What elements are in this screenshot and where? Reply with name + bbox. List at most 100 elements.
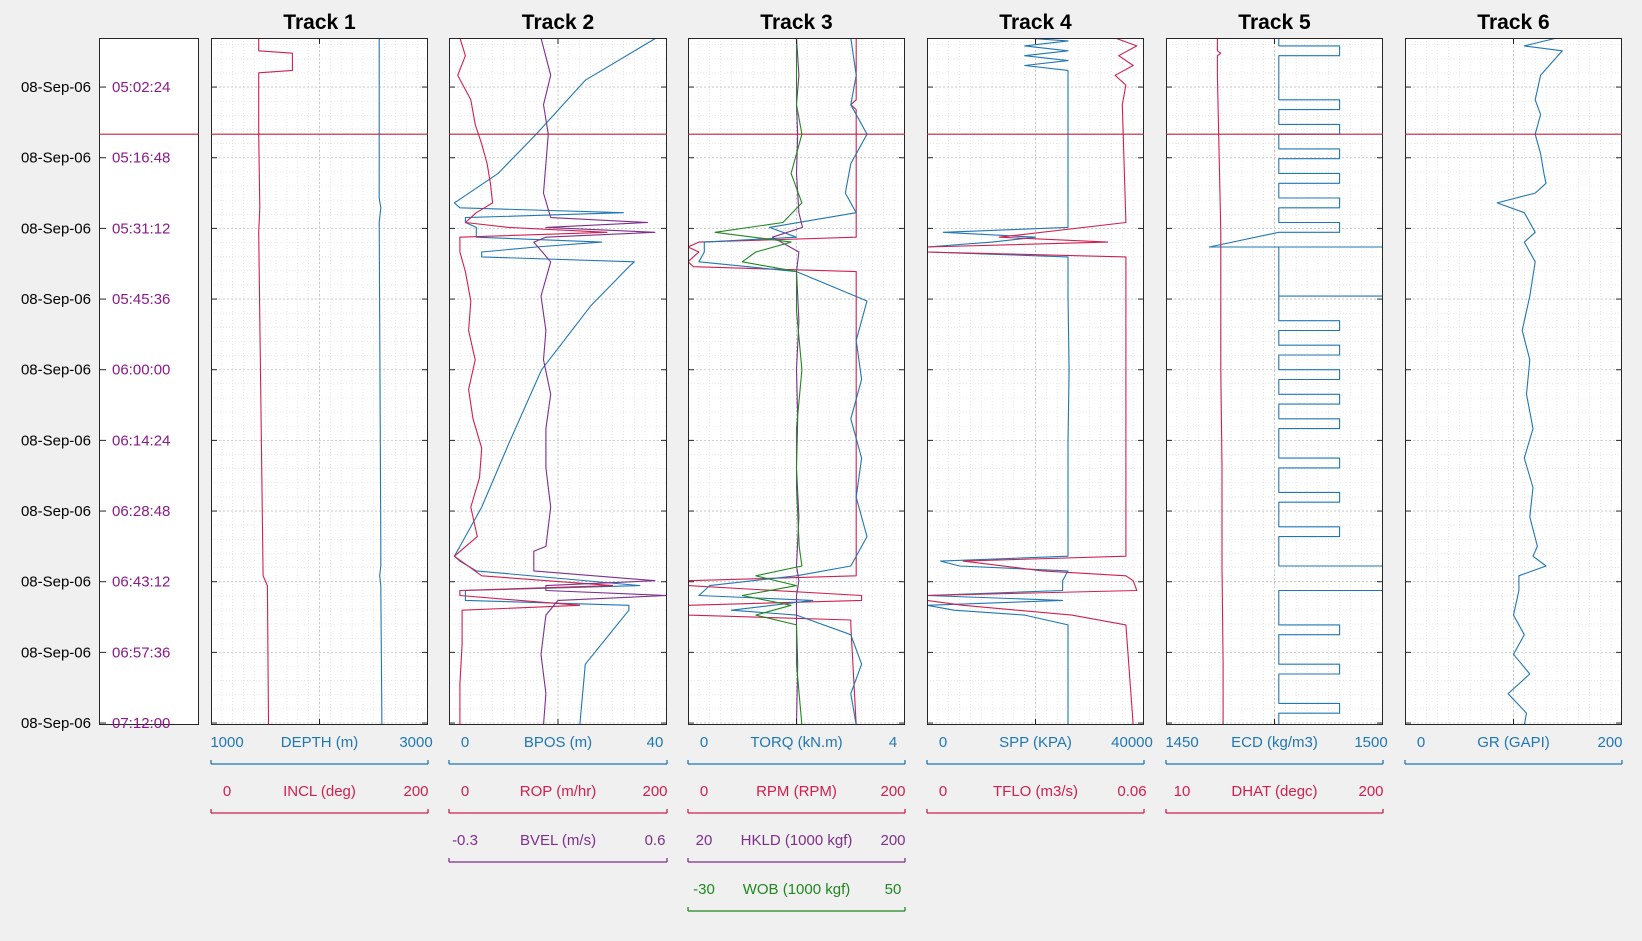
scale-min-label: -0.3	[452, 832, 478, 849]
scale-min-label: 0	[1417, 734, 1425, 751]
scale-min-label: 0	[223, 783, 231, 800]
series-line-torq-kn-m	[698, 38, 868, 725]
track-5-frame	[1166, 38, 1383, 725]
track-6-series-group	[1496, 38, 1563, 725]
time-axis-background	[99, 38, 199, 725]
track-1-title: Track 1	[283, 11, 356, 34]
scale-min-label: 0	[461, 734, 469, 751]
scale-min-label: 0	[700, 734, 708, 751]
series-line-wob-1000-kgf	[714, 38, 803, 725]
scale-name-label: BPOS (m)	[524, 734, 592, 751]
track-4-series-group	[927, 38, 1138, 725]
time-tick-time-label: 07:12:00	[112, 715, 170, 732]
scale-name-label: HKLD (1000 kgf)	[741, 832, 853, 849]
track-3-frame	[688, 38, 905, 725]
scale-max-label: 4	[889, 734, 897, 751]
scale-name-label: ROP (m/hr)	[520, 783, 596, 800]
scale-max-label: 1500	[1354, 734, 1387, 751]
series-layer	[258, 38, 1563, 725]
scale-min-label: 0	[939, 734, 947, 751]
scale-min-label: -30	[693, 881, 715, 898]
time-axis-frame	[99, 38, 199, 725]
time-tick-date-label: 08-Sep-06	[21, 150, 91, 167]
scale-max-label: 200	[642, 783, 667, 800]
scale-max-label: 40000	[1111, 734, 1153, 751]
scale-max-label: 200	[1358, 783, 1383, 800]
scale-min-label: 1450	[1165, 734, 1198, 751]
series-line-hkld-1000-kgf	[771, 38, 804, 725]
time-tick-time-label: 06:00:00	[112, 362, 170, 379]
time-tick-date-label: 08-Sep-06	[21, 79, 91, 96]
track-2-series-group	[453, 38, 667, 725]
series-line-depth-m	[378, 38, 383, 725]
track-2-frame	[449, 38, 667, 725]
series-line-tflo-m3-s	[927, 38, 1138, 725]
scale-max-label: 200	[1597, 734, 1622, 751]
time-tick-date-label: 08-Sep-06	[21, 291, 91, 308]
time-tick-date-label: 08-Sep-06	[21, 362, 91, 379]
grid-layer	[211, 38, 1622, 725]
scale-min-label: 0	[939, 783, 947, 800]
scale-max-label: 50	[885, 881, 902, 898]
scale-name-label: DHAT (degc)	[1231, 783, 1317, 800]
scale-name-label: GR (GAPI)	[1477, 734, 1550, 751]
scale-min-label: 20	[696, 832, 713, 849]
scale-name-label: RPM (RPM)	[756, 783, 837, 800]
scale-min-label: 0	[700, 783, 708, 800]
time-tick-time-label: 06:57:36	[112, 644, 170, 661]
series-line-gr-gapi	[1496, 38, 1563, 725]
track-2-background	[449, 38, 667, 725]
scale-name-label: ECD (kg/m3)	[1231, 734, 1318, 751]
time-tick-time-label: 05:02:24	[112, 79, 170, 96]
track-1-background	[211, 38, 428, 725]
time-tick-time-label: 05:16:48	[112, 150, 170, 167]
track-4-title: Track 4	[999, 11, 1072, 34]
series-line-bpos-m	[453, 38, 657, 725]
time-tick-date-label: 08-Sep-06	[21, 644, 91, 661]
track-2-title: Track 2	[522, 11, 594, 34]
track-5-series-group	[1208, 38, 1383, 725]
scale-name-label: DEPTH (m)	[281, 734, 359, 751]
scale-name-label: TORQ (kN.m)	[750, 734, 842, 751]
text-layer: 08-Sep-06 05:02:24 08-Sep-06 05:16:48 08-Sep…	[21, 11, 1623, 898]
scale-name-label: BVEL (m/s)	[520, 832, 596, 849]
time-tick-time-label: 06:28:48	[112, 503, 170, 520]
time-tick-date-label: 08-Sep-06	[21, 715, 91, 732]
scale-name-label: INCL (deg)	[283, 783, 356, 800]
scale-name-label: TFLO (m3/s)	[993, 783, 1078, 800]
track-6-background	[1405, 38, 1622, 725]
track-5-title: Track 5	[1238, 11, 1311, 34]
track-4-frame	[927, 38, 1144, 725]
scale-name-label: SPP (KPA)	[999, 734, 1072, 751]
scale-max-label: 200	[403, 783, 428, 800]
series-line-spp-kpa	[927, 38, 1070, 725]
frame-layer	[99, 38, 1623, 912]
time-tick-time-label: 05:31:12	[112, 220, 170, 237]
series-line-dhat-degc	[1216, 38, 1224, 725]
scale-max-label: 0.06	[1117, 783, 1146, 800]
time-tick-date-label: 08-Sep-06	[21, 503, 91, 520]
scale-max-label: 3000	[399, 734, 432, 751]
track-6-frame	[1405, 38, 1622, 725]
series-line-rpm-rpm	[688, 38, 863, 725]
scale-min-label: 0	[461, 783, 469, 800]
scale-max-label: 200	[880, 783, 905, 800]
scale-max-label: 40	[647, 734, 664, 751]
scale-min-label: 1000	[210, 734, 243, 751]
time-tick-date-label: 08-Sep-06	[21, 432, 91, 449]
time-tick-time-label: 06:43:12	[112, 574, 170, 591]
scale-max-label: 0.6	[645, 832, 666, 849]
scale-max-label: 200	[880, 832, 905, 849]
track-3-title: Track 3	[760, 11, 832, 34]
time-tick-time-label: 06:14:24	[112, 432, 170, 449]
track-3-series-group	[688, 38, 868, 725]
series-line-rop-m-hr	[453, 38, 614, 725]
time-tick-date-label: 08-Sep-06	[21, 574, 91, 591]
scale-name-label: WOB (1000 kgf)	[743, 881, 851, 898]
series-line-bvel-m-s	[533, 38, 667, 725]
scale-min-label: 10	[1174, 783, 1191, 800]
track-1-frame	[211, 38, 428, 725]
time-tick-time-label: 05:45:36	[112, 291, 170, 308]
track-5-background	[1166, 38, 1383, 725]
